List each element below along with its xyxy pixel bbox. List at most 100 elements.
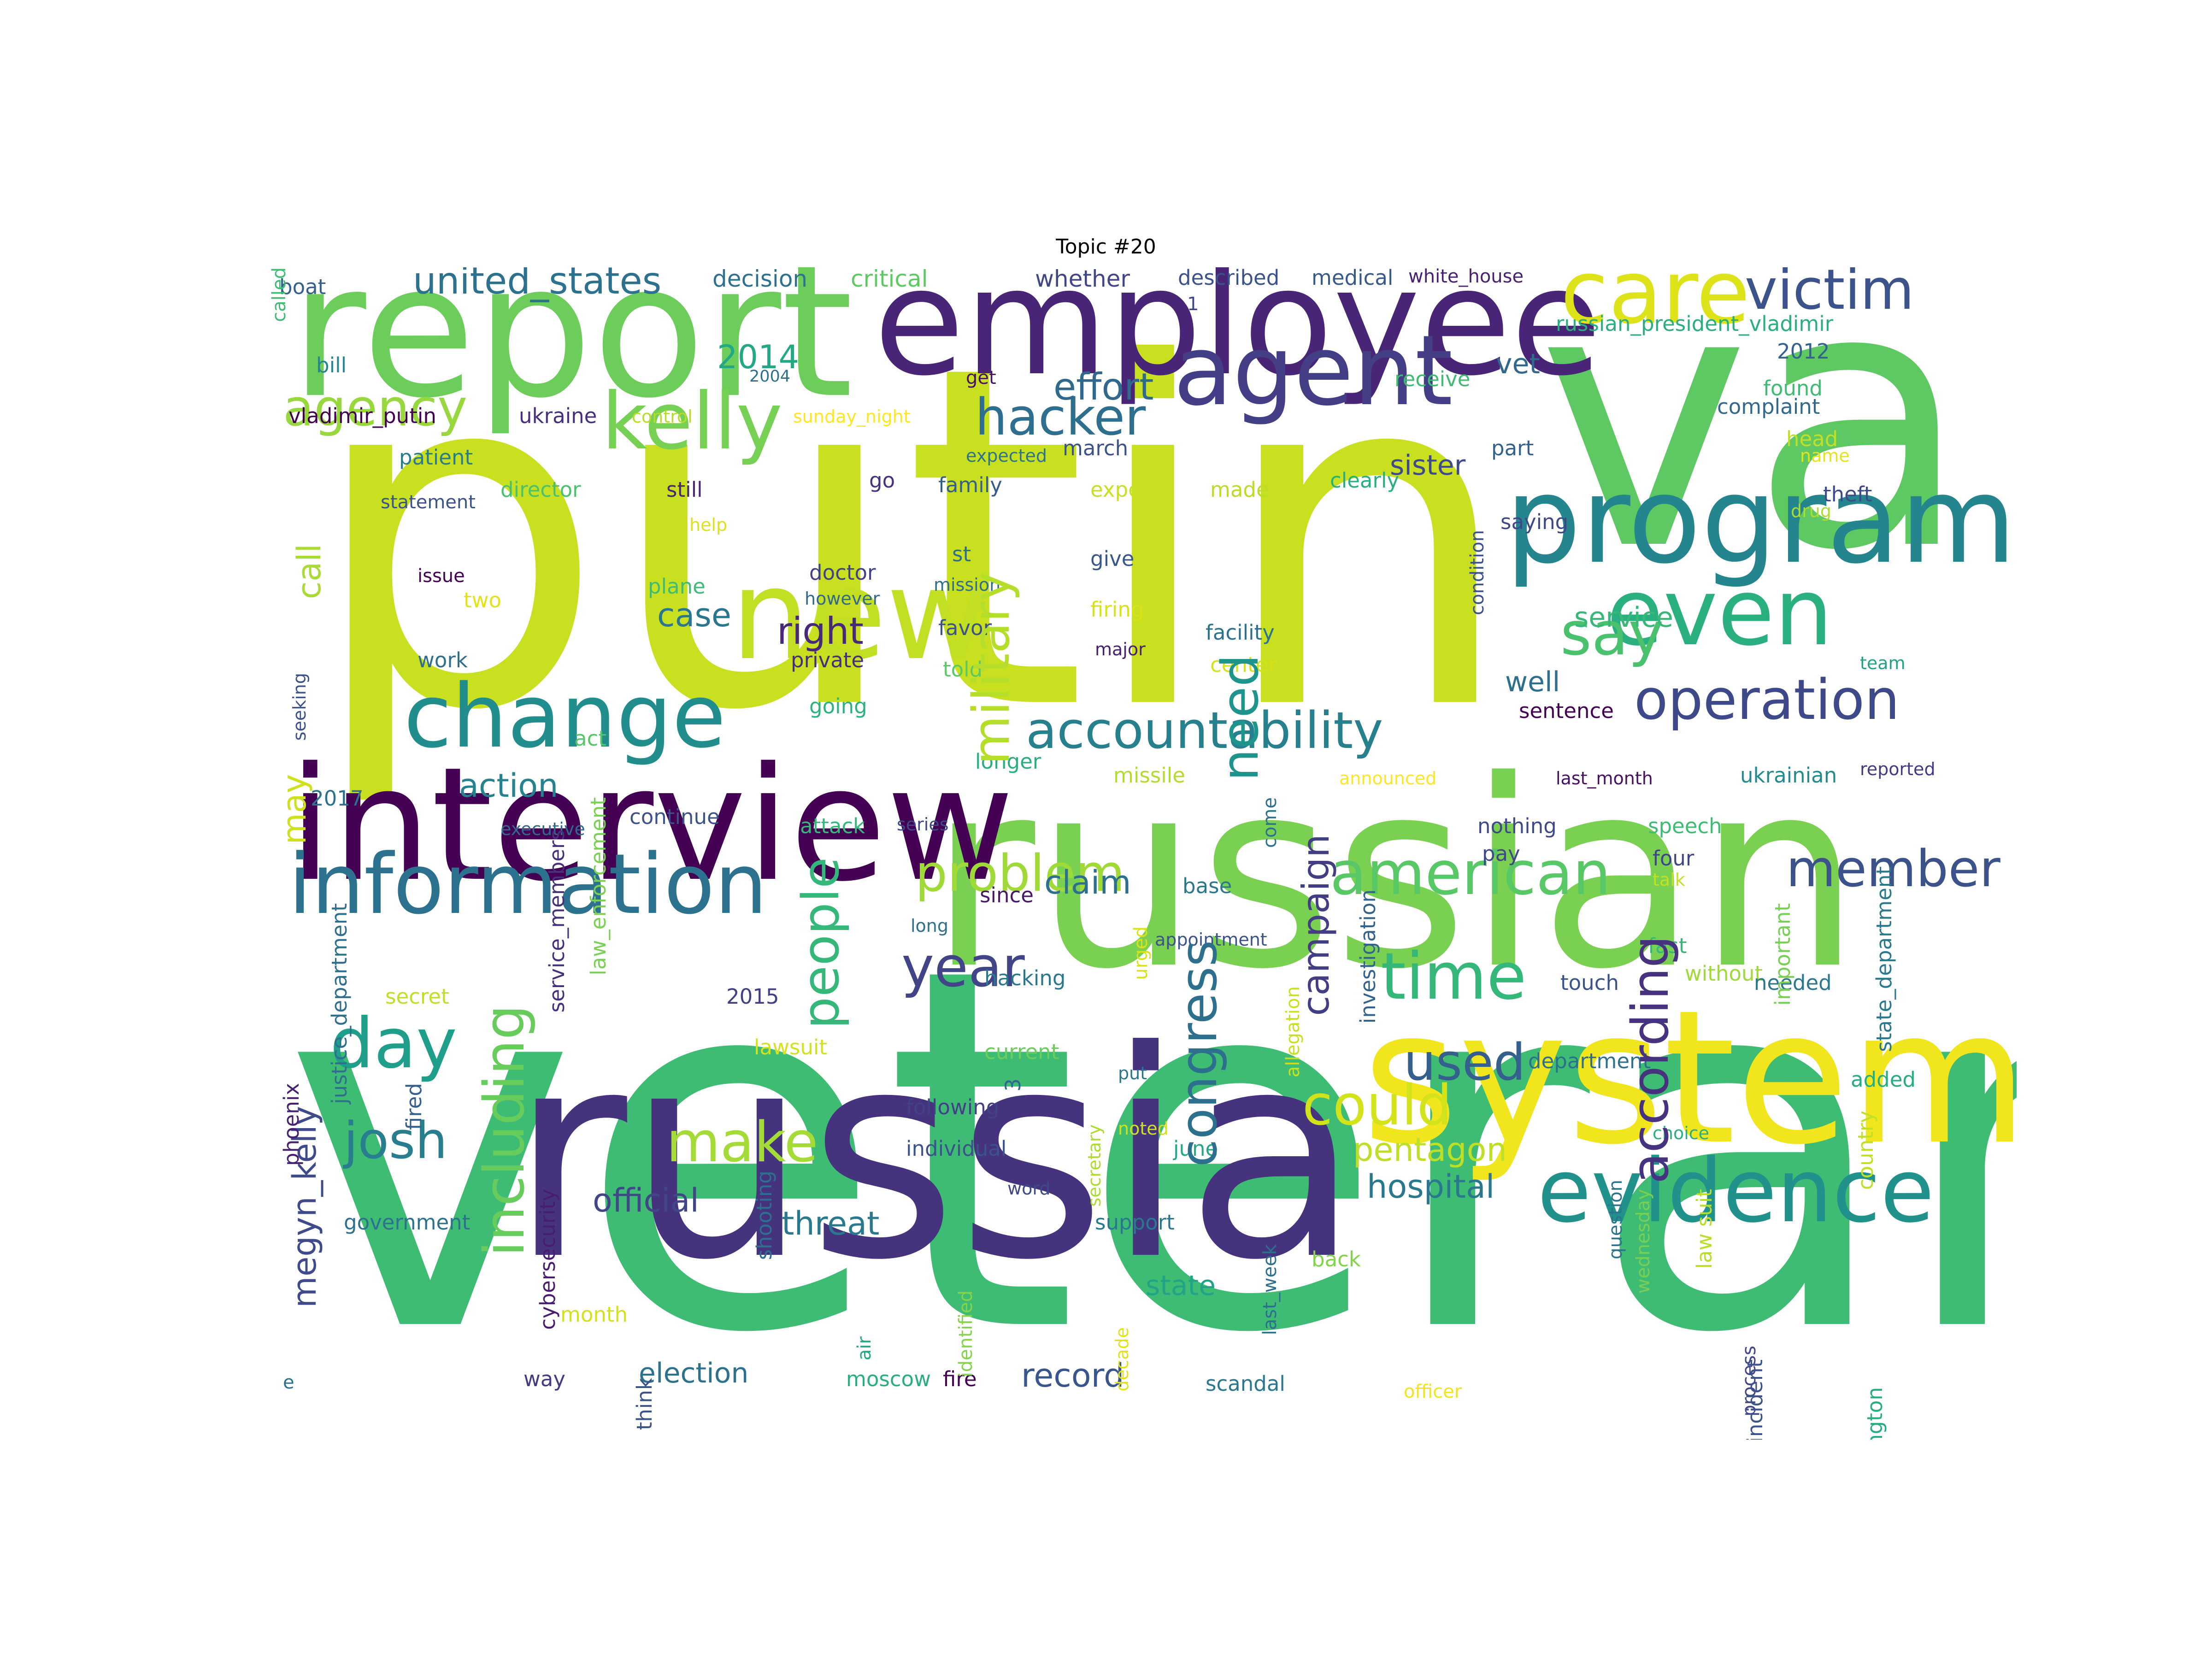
cloud-word: way [524,1367,566,1391]
cloud-word: secretary [1084,1124,1105,1207]
cloud-word: series [897,814,949,835]
cloud-word: white_house [1408,267,1524,287]
cloud-word: make [666,1111,818,1175]
cloud-word: interview [288,734,1015,916]
cloud-word: including [473,1005,537,1257]
cloud-word: allegation [1282,986,1304,1077]
cloud-word: doctor [809,560,876,585]
cloud-word: identified [955,1290,977,1377]
cloud-word: action [459,767,559,805]
cloud-word: last_week [1259,1244,1281,1335]
cloud-word: 2015 [726,984,779,1009]
cloud-word: russia [510,990,1361,1323]
cloud-word: nothing [1477,814,1557,838]
cloud-word: center [1210,653,1277,677]
cloud-word: country [1853,1111,1878,1190]
cloud-word: month [560,1302,628,1327]
cloud-word: reported [1860,759,1936,779]
cloud-word: claim [1044,864,1131,901]
cloud-word: condition [1467,530,1488,615]
cloud-word: speech [1648,814,1722,838]
cloud-word: fire [943,1367,977,1391]
cloud-word: year [901,935,1025,1000]
cloud-word: choice [1653,1123,1710,1143]
cloud-word: investigation [1356,889,1380,1024]
cloud-word: long [911,916,949,936]
cloud-word: base [1182,874,1232,898]
cloud-word: change [404,665,726,767]
cloud-word: pentagon [1353,1131,1507,1169]
cloud-word: information [288,836,767,933]
cloud-word: name [1800,446,1850,466]
cloud-word: wednesday [1633,1189,1654,1294]
cloud-word: touch [1560,971,1619,995]
cloud-word: may [276,774,313,845]
cloud-word: accountability [1026,701,1383,760]
cloud-word: report [290,267,853,439]
cloud-word: 2012 [1777,339,1830,364]
cloud-word: lawsuit [754,1035,827,1059]
cloud-word: system [1362,971,2017,1185]
cloud-word: expert [1090,477,1158,502]
cloud-word: law suit [1692,1189,1717,1269]
cloud-word: receive [1394,367,1471,391]
cloud-word: decade [1112,1327,1132,1392]
cloud-word: scandal [1206,1371,1285,1396]
cloud-word: plane [648,574,706,599]
cloud-word: official [593,1182,699,1219]
cloud-word: word [1007,1178,1051,1199]
cloud-word: moscow [846,1367,931,1391]
cloud-word: pay [1482,841,1520,866]
cloud-word: call [290,544,328,600]
cloud-word: support [1095,1210,1175,1235]
cloud-word: new [731,542,988,688]
cloud-word: case [657,596,731,634]
cloud-word: firing [1090,597,1144,622]
cloud-word: effort [1053,365,1154,408]
cloud-word: march [1063,436,1129,460]
cloud-word: program [1505,451,2017,590]
cloud-word: drug [1791,501,1831,521]
cloud-word: following [906,1095,1000,1119]
cloud-word: however [805,588,880,609]
cloud-word: bill [316,353,347,377]
cloud-word: day [330,1004,457,1084]
cloud-word: patient [399,445,473,470]
cloud-word: agency [283,378,468,437]
cloud-word: washington [1863,1387,1887,1440]
cloud-word: head [1786,427,1838,451]
cloud-word: go [869,468,895,493]
cloud-word: major [1095,639,1146,659]
cloud-word: described [1178,267,1280,290]
cloud-word: veteran [283,862,2017,1440]
cloud-word: appointment [1155,930,1267,950]
cloud-word: part [1491,436,1534,460]
cloud-word: secret [385,984,449,1009]
cloud-word: department [1528,1049,1651,1073]
cloud-word: help [689,515,728,535]
cloud-word: russian_president_vladimir [1556,312,1834,336]
cloud-word: critical [851,267,928,292]
cloud-word: sentence [1519,699,1614,723]
cloud-word: incident [1743,1359,1767,1440]
cloud-word: missile [1113,763,1185,788]
cloud-word: state [1146,1270,1216,1302]
cloud-word: individual [906,1136,1007,1161]
cloud-word: well [1505,666,1560,698]
cloud-word: care [1560,267,1750,343]
cloud-word: va [1537,267,1971,629]
cloud-word: private [791,648,865,672]
cloud-word: right [777,610,864,653]
cloud-word: ukraine [519,404,597,428]
cloud-word: service_members [545,830,569,1013]
cloud-word: vet [1496,348,1540,380]
cloud-word: 1 [1187,294,1199,315]
cloud-word: putin [307,267,1516,813]
cloud-word: officer [1404,1381,1462,1402]
cloud-word: attack [800,814,865,838]
cloud-word: phoenix [279,1083,304,1166]
wordcloud-title: Topic #20 [1056,235,1156,259]
cloud-word: vladimir_putin [288,404,436,428]
cloud-word: congress [1169,940,1228,1167]
cloud-word: act [574,726,606,751]
